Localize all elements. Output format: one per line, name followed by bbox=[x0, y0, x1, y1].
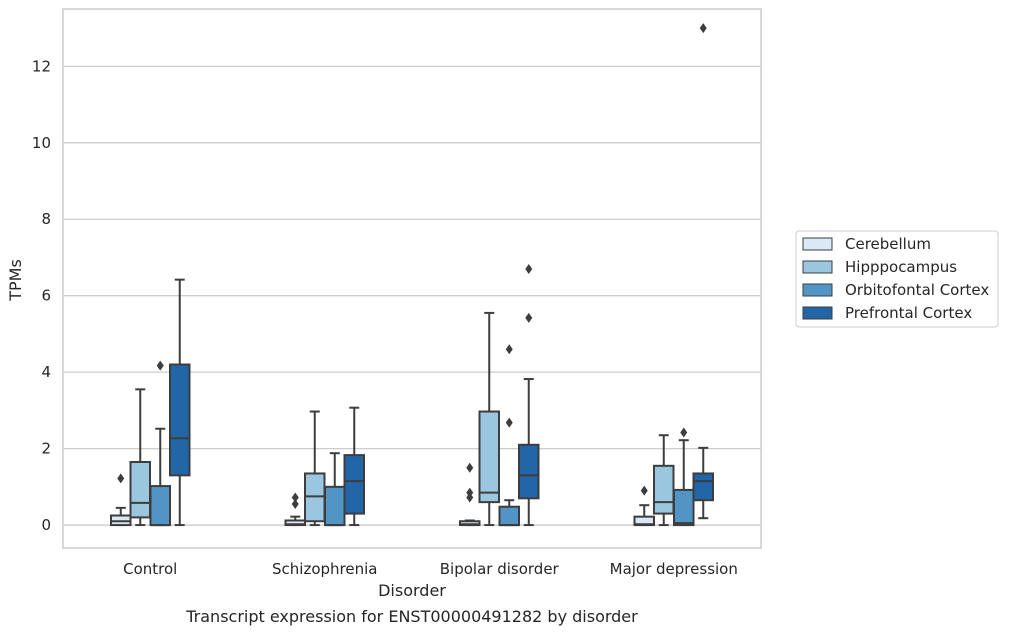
legend-label: Prefrontal Cortex bbox=[845, 304, 972, 322]
box bbox=[343, 454, 365, 515]
legend-label: Cerebellum bbox=[845, 235, 931, 253]
y-tick-label: 0 bbox=[41, 516, 51, 534]
outlier-point bbox=[525, 263, 533, 274]
box bbox=[129, 460, 151, 519]
outlier-point bbox=[156, 360, 164, 371]
outlier-point bbox=[525, 312, 533, 323]
box bbox=[498, 505, 520, 527]
outlier-point bbox=[117, 473, 125, 484]
x-axis-label: Disorder bbox=[378, 581, 446, 600]
outlier-point bbox=[466, 462, 474, 473]
x-tick-label: Major depression bbox=[610, 560, 738, 578]
box bbox=[653, 464, 675, 515]
box bbox=[518, 443, 540, 500]
outlier-point bbox=[680, 427, 688, 438]
outlier-point bbox=[640, 485, 648, 496]
y-tick-label: 10 bbox=[32, 134, 51, 152]
box-element bbox=[633, 485, 655, 527]
y-axis-ticks: 0 2 4 6 8 10 12 bbox=[32, 57, 51, 534]
x-tick-label: Control bbox=[123, 560, 177, 578]
outlier-point bbox=[505, 417, 513, 428]
box bbox=[149, 485, 171, 527]
legend-swatch bbox=[802, 237, 833, 251]
box bbox=[692, 472, 714, 502]
box-element bbox=[284, 492, 306, 527]
box-element bbox=[498, 344, 520, 527]
legend-swatch bbox=[802, 306, 833, 320]
legend-label: Orbitofontal Cortex bbox=[845, 281, 989, 299]
x-axis-ticks: Control Schizophrenia Bipolar disorder Majo… bbox=[123, 560, 738, 578]
box-element bbox=[324, 452, 346, 527]
figure-caption: Transcript expression for ENST0000049128… bbox=[185, 607, 638, 626]
y-tick-label: 4 bbox=[41, 363, 51, 381]
box-element bbox=[478, 311, 500, 527]
box-element bbox=[129, 388, 151, 527]
box-element bbox=[459, 462, 481, 527]
plot-frame bbox=[62, 8, 762, 549]
grid-lines bbox=[63, 65, 761, 526]
box-element bbox=[653, 434, 675, 527]
legend-label: Hipppocampus bbox=[845, 258, 957, 276]
outlier-point bbox=[505, 344, 513, 355]
legend-swatch bbox=[802, 283, 833, 297]
outlier-point bbox=[291, 499, 299, 510]
box-element bbox=[692, 23, 714, 520]
box bbox=[324, 485, 346, 527]
x-tick-label: Schizophrenia bbox=[272, 560, 377, 578]
box bbox=[673, 488, 695, 527]
legend-swatch bbox=[802, 260, 833, 274]
outlier-point bbox=[466, 487, 474, 498]
y-tick-label: 6 bbox=[41, 287, 51, 305]
box-element bbox=[169, 278, 191, 527]
box bbox=[478, 410, 500, 504]
box-element bbox=[343, 406, 365, 527]
outlier-point bbox=[699, 23, 707, 34]
box-plot-area bbox=[110, 23, 714, 527]
y-tick-label: 12 bbox=[32, 57, 51, 75]
y-tick-label: 8 bbox=[41, 210, 51, 228]
box-element bbox=[518, 263, 540, 527]
box bbox=[169, 363, 191, 477]
outlier-point bbox=[291, 492, 299, 503]
box-element bbox=[673, 427, 695, 527]
box-element bbox=[304, 410, 326, 527]
x-tick-label: Bipolar disorder bbox=[440, 560, 560, 578]
legend: Cerebellum Hipppocampus Orbitofontal Corte… bbox=[795, 230, 999, 328]
box-element bbox=[149, 360, 171, 527]
y-axis-label: TPMs bbox=[6, 259, 25, 302]
legend-frame bbox=[795, 230, 999, 328]
y-tick-label: 2 bbox=[41, 440, 51, 458]
box-element bbox=[110, 473, 132, 527]
